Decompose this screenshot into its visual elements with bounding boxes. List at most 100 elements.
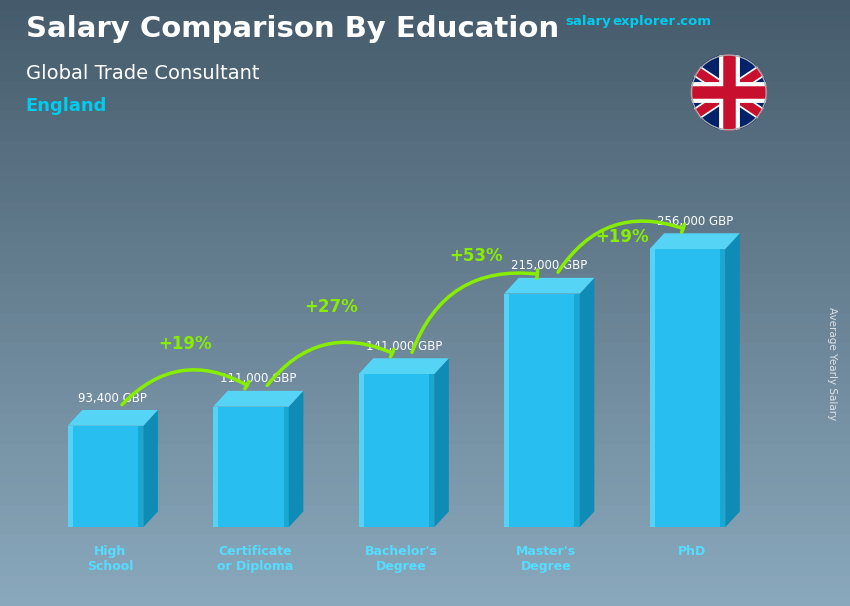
- Bar: [0, 253, 850, 262]
- Polygon shape: [213, 391, 303, 407]
- Text: 93,400 GBP: 93,400 GBP: [78, 391, 147, 405]
- Bar: [0, 111, 850, 121]
- Bar: [0, 262, 850, 273]
- Bar: [0, 20, 850, 30]
- Bar: [0, 465, 850, 474]
- Polygon shape: [504, 278, 594, 293]
- Bar: [0, 344, 850, 353]
- Text: .com: .com: [676, 15, 711, 28]
- Bar: [429, 374, 434, 527]
- Bar: [0, 182, 850, 192]
- Text: explorer: explorer: [612, 15, 675, 28]
- Bar: [0, 202, 850, 212]
- Bar: [0, 81, 850, 91]
- Bar: [0, 91, 850, 101]
- Bar: [0, 505, 850, 515]
- Text: England: England: [26, 97, 107, 115]
- Bar: [0, 212, 850, 222]
- Text: 215,000 GBP: 215,000 GBP: [511, 259, 587, 273]
- Text: +19%: +19%: [159, 336, 212, 353]
- Bar: [213, 407, 218, 527]
- Bar: [0, 535, 850, 545]
- Text: +27%: +27%: [304, 298, 358, 316]
- Polygon shape: [434, 358, 449, 527]
- Bar: [0, 162, 850, 171]
- Bar: [0, 495, 850, 505]
- Bar: [0, 323, 850, 333]
- Bar: [0, 394, 850, 404]
- Bar: [0, 525, 850, 535]
- Bar: [0, 41, 850, 50]
- Bar: [0, 384, 850, 394]
- Bar: [0, 556, 850, 565]
- Text: 256,000 GBP: 256,000 GBP: [656, 215, 733, 228]
- Bar: [0, 576, 850, 586]
- Bar: [0, 192, 850, 202]
- Bar: [0, 152, 850, 162]
- Text: 111,000 GBP: 111,000 GBP: [220, 373, 297, 385]
- Bar: [0, 10, 850, 20]
- Polygon shape: [725, 233, 740, 527]
- Bar: [0, 61, 850, 71]
- Polygon shape: [359, 358, 449, 374]
- Bar: [68, 426, 144, 527]
- Bar: [504, 293, 509, 527]
- Bar: [0, 132, 850, 141]
- Bar: [0, 121, 850, 132]
- Bar: [0, 424, 850, 435]
- Bar: [504, 293, 580, 527]
- Bar: [0, 283, 850, 293]
- Text: Salary Comparison By Education: Salary Comparison By Education: [26, 15, 558, 43]
- Bar: [359, 374, 434, 527]
- Bar: [0, 222, 850, 232]
- Polygon shape: [68, 410, 158, 426]
- Bar: [0, 596, 850, 606]
- Bar: [0, 444, 850, 454]
- Bar: [0, 404, 850, 414]
- Bar: [0, 171, 850, 182]
- Bar: [0, 333, 850, 344]
- Text: High
School: High School: [87, 545, 133, 573]
- Bar: [284, 407, 289, 527]
- Bar: [213, 407, 289, 527]
- Text: PhD: PhD: [677, 545, 706, 558]
- Bar: [68, 426, 73, 527]
- Text: salary: salary: [565, 15, 611, 28]
- Bar: [0, 273, 850, 283]
- Bar: [720, 249, 725, 527]
- Polygon shape: [144, 410, 158, 527]
- Bar: [359, 374, 364, 527]
- Polygon shape: [649, 233, 740, 249]
- Text: Bachelor's
Degree: Bachelor's Degree: [365, 545, 437, 573]
- Bar: [0, 435, 850, 444]
- Polygon shape: [289, 391, 303, 527]
- Bar: [0, 586, 850, 596]
- Text: 141,000 GBP: 141,000 GBP: [366, 340, 442, 353]
- Text: Global Trade Consultant: Global Trade Consultant: [26, 64, 259, 82]
- Bar: [0, 454, 850, 465]
- Bar: [0, 485, 850, 495]
- Bar: [0, 232, 850, 242]
- Bar: [0, 0, 850, 10]
- Bar: [0, 50, 850, 61]
- Bar: [575, 293, 580, 527]
- Bar: [649, 249, 654, 527]
- Text: Master's
Degree: Master's Degree: [516, 545, 576, 573]
- Text: Certificate
or Diploma: Certificate or Diploma: [217, 545, 293, 573]
- Text: Average Yearly Salary: Average Yearly Salary: [827, 307, 837, 420]
- Bar: [0, 515, 850, 525]
- Bar: [0, 313, 850, 323]
- Bar: [0, 293, 850, 303]
- Polygon shape: [580, 278, 594, 527]
- Text: +19%: +19%: [595, 228, 649, 246]
- Bar: [649, 249, 725, 527]
- Bar: [0, 545, 850, 556]
- Bar: [0, 414, 850, 424]
- Bar: [0, 353, 850, 364]
- Bar: [0, 565, 850, 576]
- Bar: [0, 364, 850, 374]
- Bar: [138, 426, 144, 527]
- Bar: [0, 374, 850, 384]
- Bar: [0, 474, 850, 485]
- Bar: [0, 303, 850, 313]
